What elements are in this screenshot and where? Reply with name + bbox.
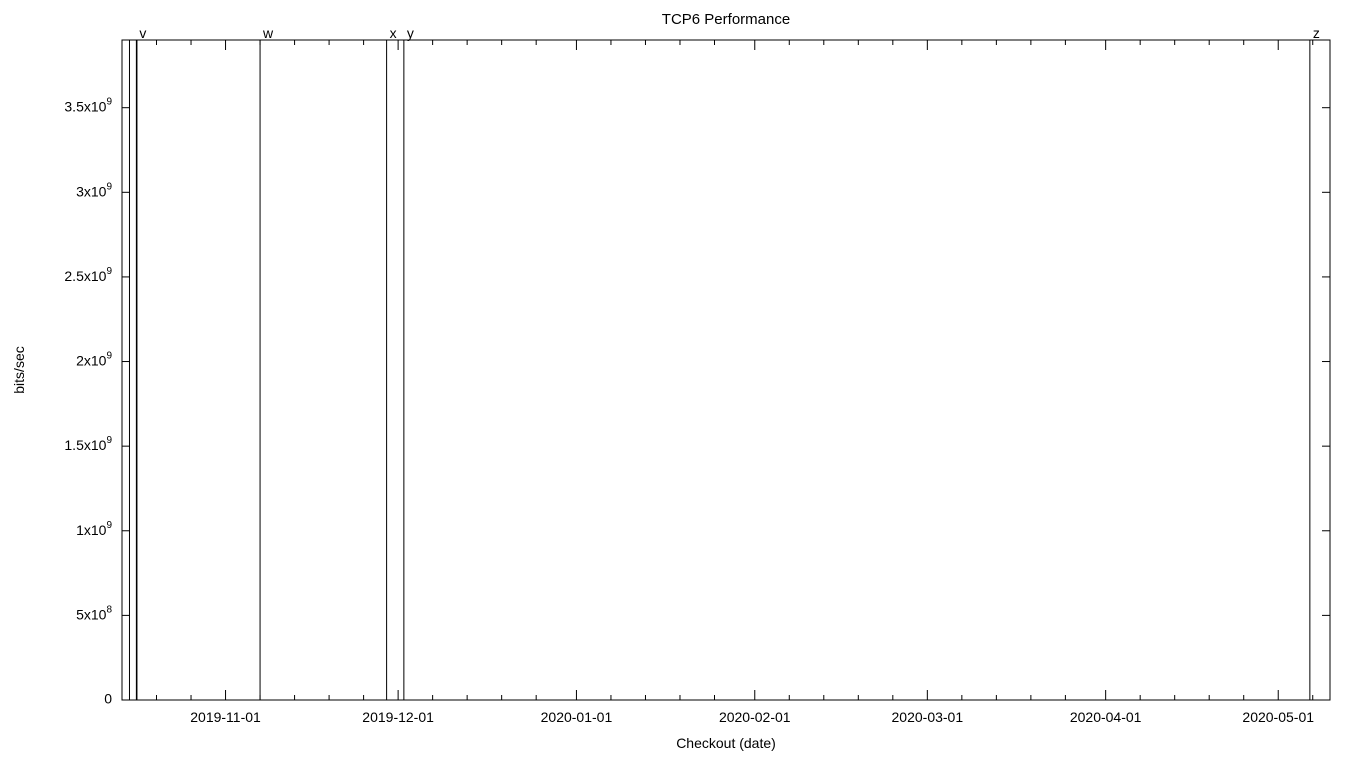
marker-label-v: v: [139, 25, 146, 41]
marker-label-y: y: [407, 25, 414, 41]
x-tick-label: 2020-03-01: [892, 709, 964, 725]
x-tick-label: 2019-11-01: [190, 709, 261, 725]
x-tick-label: 2020-01-01: [541, 709, 613, 725]
y-tick-label: 2x109: [76, 351, 112, 369]
x-tick-label: 2020-02-01: [719, 709, 791, 725]
y-tick-label: 0: [104, 691, 112, 707]
y-tick-label: 1x109: [76, 520, 112, 538]
plot-frame: [122, 40, 1330, 700]
x-axis-label: Checkout (date): [676, 735, 776, 751]
y-tick-label: 3x109: [76, 181, 112, 199]
y-tick-label: 2.5x109: [64, 266, 112, 284]
y-axis-label: bits/sec: [11, 346, 27, 393]
tcp6-performance-chart: 0 5x108 1x109 1.5x109 2x109 2.5x109 3x109 3.5x1…: [0, 0, 1360, 768]
marker-label-x: x: [390, 25, 397, 41]
y-tick-label: 1.5x109: [64, 435, 112, 453]
x-tick-label: 2019-12-01: [362, 709, 434, 725]
marker-label-z: z: [1313, 25, 1320, 41]
y-tick-label: 5x108: [76, 605, 112, 623]
x-tick-label: 2020-04-01: [1070, 709, 1142, 725]
y-tick-label: 3.5x109: [64, 97, 112, 115]
marker-label-w: w: [262, 25, 274, 41]
x-tick-label: 2020-05-01: [1242, 709, 1314, 725]
chart-title: TCP6 Performance: [662, 11, 790, 28]
